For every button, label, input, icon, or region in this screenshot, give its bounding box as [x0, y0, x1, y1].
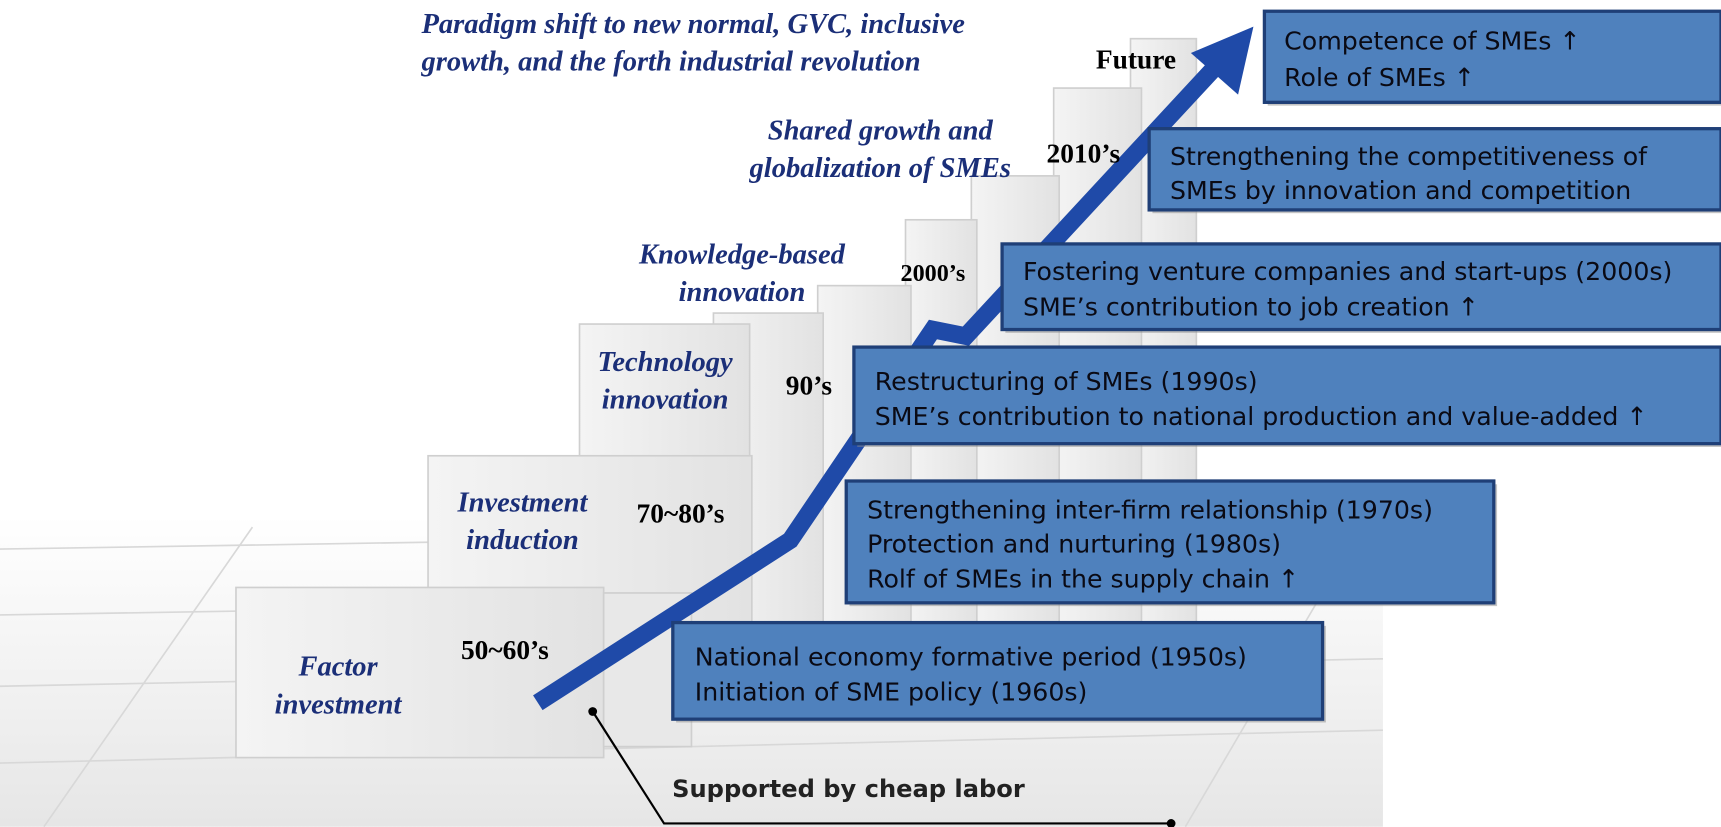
- stage-label: induction: [466, 525, 579, 556]
- box-text: Restructuring of SMEs (1990s): [875, 367, 1258, 396]
- box-text: Strengthening inter-firm relationship (1…: [867, 495, 1433, 524]
- period: 70~80’s: [637, 499, 725, 529]
- stage-label: Investment: [456, 488, 588, 519]
- period: 2010’s: [1046, 139, 1120, 169]
- stage-label: innovation: [602, 385, 729, 416]
- stage-label: Technology: [598, 347, 734, 378]
- box-text: National economy formative period (1950s…: [695, 642, 1247, 671]
- period: Future: [1096, 44, 1176, 74]
- period: 50~60’s: [461, 635, 549, 665]
- note: Supported by cheap labor: [672, 775, 1025, 803]
- stage-label: Factor: [297, 651, 378, 682]
- diagram: Supported by cheap labor Paradigm shift …: [0, 0, 1721, 827]
- stage-label: investment: [275, 690, 403, 721]
- title: growth, and the forth industrial revolut…: [420, 47, 920, 78]
- box-text: Strengthening the competitiveness of: [1170, 142, 1648, 171]
- title: Paradigm shift to new normal, GVC, inclu…: [420, 9, 965, 40]
- stage-label: Knowledge-based: [638, 240, 846, 271]
- stage-label: innovation: [679, 277, 806, 308]
- box-text: SME’s contribution to national productio…: [875, 402, 1648, 431]
- box-text: Competence of SMEs ↑: [1284, 27, 1580, 56]
- box-text: SME’s contribution to job creation ↑: [1023, 292, 1479, 321]
- stage-label: globalization of SMEs: [749, 153, 1011, 184]
- box-text: Protection and nurturing (1980s): [867, 529, 1281, 558]
- stage-label: Shared growth and: [768, 116, 994, 147]
- box-text: Initiation of SME policy (1960s): [695, 678, 1088, 707]
- box-text: SMEs by innovation and competition: [1170, 176, 1631, 205]
- period: 90’s: [786, 370, 832, 400]
- box-text: Rolf of SMEs in the supply chain ↑: [867, 564, 1299, 593]
- box-text: Role of SMEs ↑: [1284, 63, 1475, 92]
- box-text: Fostering venture companies and start-up…: [1023, 257, 1672, 286]
- period: 2000’s: [901, 260, 966, 287]
